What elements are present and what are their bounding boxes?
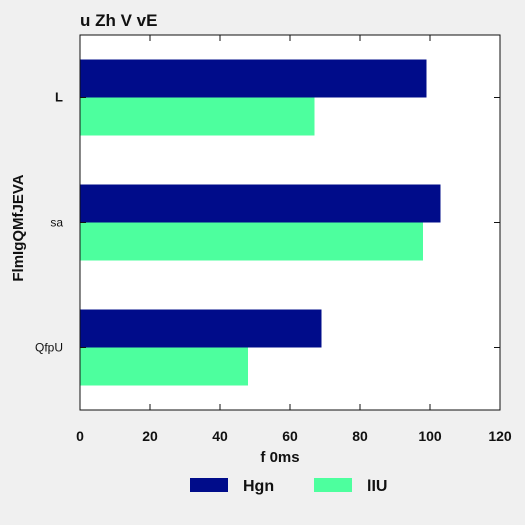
x-tick-label: 40: [212, 428, 228, 444]
x-tick-label: 80: [352, 428, 368, 444]
x-tick-label: 120: [488, 428, 512, 444]
y-axis-ticks: Lsa QfpU: [35, 90, 500, 355]
y-axis-label: FlmIgQMfJEVA: [10, 174, 27, 281]
bars-group: [80, 59, 441, 386]
bar-Hgn-QfpU: [80, 309, 322, 348]
bar-lIU-QfpU: [80, 347, 248, 386]
legend-label-Hgn: Hgn: [243, 478, 274, 495]
y-tick-label: QfpU: [35, 341, 63, 355]
x-axis-ticks: 0 20 40 60 80 100 120: [76, 35, 512, 444]
bar-Hgn-sa: [80, 184, 441, 223]
y-tick-label: sa: [50, 216, 63, 230]
legend-swatch-lIU: [314, 478, 352, 492]
bar-Hgn-L: [80, 59, 427, 98]
plot-area: 0 20 40 60 80 100 120 Lsa QfpU: [35, 34, 512, 444]
legend-label-lIU: lIU: [367, 478, 387, 495]
legend-swatch-Hgn: [190, 478, 228, 492]
x-tick-label: 60: [282, 428, 298, 444]
bar-lIU-sa: [80, 222, 423, 261]
y-tick-label: L: [55, 90, 63, 105]
legend: Hgn lIU: [190, 478, 387, 495]
chart-title: u Zh V vE: [80, 11, 157, 30]
bar-lIU-L: [80, 97, 315, 136]
x-tick-label: 100: [418, 428, 442, 444]
x-tick-label: 0: [76, 428, 84, 444]
x-axis-label: f 0ms: [260, 449, 299, 466]
x-tick-label: 20: [142, 428, 158, 444]
